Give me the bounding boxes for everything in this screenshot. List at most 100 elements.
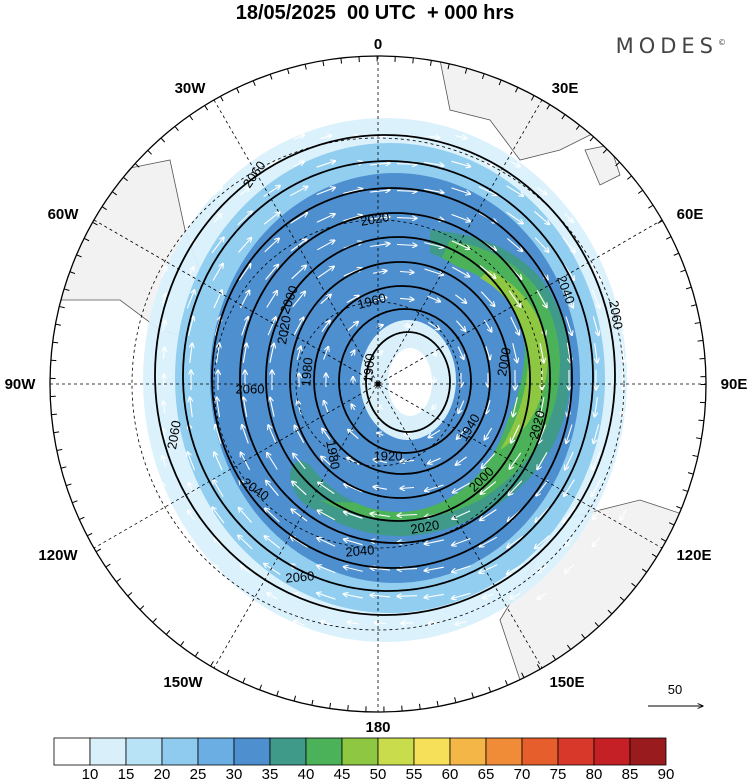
wind-vector <box>163 428 166 440</box>
contour-label: 2040 <box>345 542 375 559</box>
wind-vector <box>595 397 598 417</box>
contour-label: 1980 <box>298 357 315 387</box>
wind-vector <box>451 592 471 598</box>
contour-label: 2000 <box>494 346 514 377</box>
contour-2060 <box>154 134 616 616</box>
wind-vector <box>188 483 195 494</box>
wind-vector <box>320 621 332 624</box>
wind-vector <box>238 535 253 550</box>
wind-vector <box>622 343 624 363</box>
wind-vector <box>507 238 522 252</box>
wind-vector <box>507 535 524 548</box>
wind-vector <box>369 163 390 165</box>
lon-label-0: 0 <box>374 36 382 53</box>
contour-1920 <box>338 308 472 454</box>
brand-name: MODES <box>615 34 718 58</box>
wind-vector <box>649 346 650 359</box>
wind-vector <box>619 266 625 278</box>
lon-label-30w: 30W <box>175 80 207 97</box>
wind-vector <box>428 136 440 138</box>
wind-vector <box>268 425 277 444</box>
wind-vector <box>290 213 308 224</box>
wind-vector <box>241 317 249 336</box>
contour-label: 1980 <box>323 439 343 470</box>
wind-vector <box>537 452 548 469</box>
contour-label: 1960 <box>356 290 388 312</box>
wind-vector <box>370 595 391 597</box>
lon-label-60e: 60E <box>677 206 704 223</box>
wind-vector <box>213 214 222 223</box>
wind-vector <box>347 321 359 332</box>
wind-vector <box>621 455 626 466</box>
colorbar-swatch <box>449 737 487 766</box>
wind-vector <box>424 242 443 248</box>
wind-vector <box>428 457 441 463</box>
wind-vector <box>240 187 249 196</box>
wind-vector <box>564 213 573 223</box>
wind-vector <box>482 620 494 625</box>
colorbar-swatch <box>161 737 199 766</box>
lon-label-120w: 120W <box>38 547 78 564</box>
wind-vector <box>321 320 330 333</box>
wind-vector <box>344 512 363 519</box>
contour-label: 2020 <box>526 409 548 441</box>
wind-vector <box>292 481 307 496</box>
wind-vector <box>187 452 196 471</box>
wind-vector <box>322 428 331 441</box>
wind-vector <box>483 319 491 332</box>
wind-vector <box>400 460 415 461</box>
wind-vector <box>343 215 362 222</box>
wind-vector <box>456 428 467 439</box>
wind-vector <box>294 621 305 626</box>
wind-vector <box>513 397 518 416</box>
wind-vector <box>293 453 306 470</box>
wind-vector <box>316 214 335 223</box>
wind-vector <box>291 509 308 522</box>
wind-vector <box>595 343 598 363</box>
wind-vector <box>214 452 223 471</box>
wind-vector <box>320 294 331 305</box>
pole-marker <box>375 381 381 387</box>
reference-vector: 50 <box>648 682 703 706</box>
contour-1960 <box>289 261 511 499</box>
wind-vector <box>621 424 626 443</box>
colorbar-swatch <box>557 737 595 766</box>
wind-vector <box>265 508 280 523</box>
wind-vector <box>214 565 223 574</box>
wind-vector <box>510 316 520 335</box>
wind-vector <box>424 161 444 165</box>
wind-vector <box>425 484 444 491</box>
colorbar-label: 55 <box>406 766 423 782</box>
wind-vector <box>239 290 249 309</box>
colorbar-label: 75 <box>550 766 567 782</box>
wind-vector <box>427 295 441 301</box>
colorbar-label: 50 <box>370 766 387 782</box>
wind-vector <box>213 187 223 196</box>
colorbar-swatch <box>341 737 379 766</box>
colorbar-swatch <box>485 737 523 766</box>
map-border-ticks <box>50 56 706 712</box>
contour-1980 <box>265 236 531 522</box>
colorbar-label: 90 <box>658 766 675 782</box>
wind-vector <box>136 401 137 414</box>
wind-vector <box>317 593 336 600</box>
contour-label: 2060 <box>164 419 184 450</box>
wind-vector <box>136 347 137 360</box>
colorbar-swatch <box>629 737 667 766</box>
wind-vector <box>370 190 390 192</box>
wind-vector <box>427 321 440 329</box>
wind-vector <box>263 185 281 198</box>
colorbar-label: 70 <box>514 766 531 782</box>
wind-vector <box>451 187 471 194</box>
colorbar-swatch <box>89 737 127 766</box>
wind-vector <box>242 425 249 444</box>
wind-vector <box>267 453 278 470</box>
wind-vector <box>536 479 549 496</box>
wind-vector <box>343 594 363 599</box>
wind-vector <box>508 290 521 307</box>
wind-vector <box>396 164 417 165</box>
wind-vector <box>452 565 471 572</box>
wind-vector <box>343 539 363 546</box>
wind-vector <box>163 320 166 332</box>
wind-vector <box>294 425 305 444</box>
